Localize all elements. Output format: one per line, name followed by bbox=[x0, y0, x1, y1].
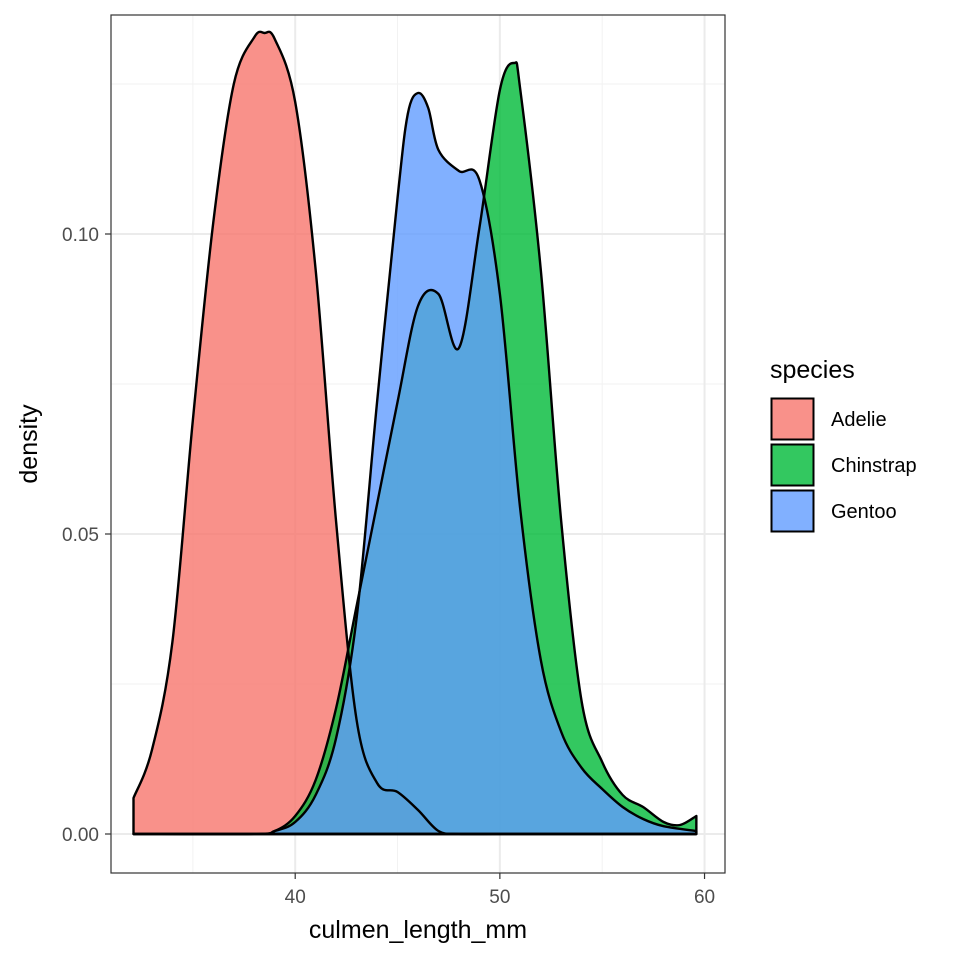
panel-border bbox=[110, 14, 726, 874]
x-tick-label: 40 bbox=[285, 887, 306, 908]
density-area-adelie bbox=[133, 31, 697, 835]
y-axis-title: density bbox=[15, 404, 43, 484]
x-tick-label: 60 bbox=[694, 887, 715, 908]
density-fills bbox=[133, 31, 697, 835]
x-axis: 40 50 60 bbox=[285, 873, 715, 908]
y-tick-label: 0.05 bbox=[62, 525, 99, 546]
legend-label-chinstrap: Chinstrap bbox=[831, 455, 917, 477]
y-tick-label: 0.00 bbox=[62, 825, 99, 846]
y-axis: 0.00 0.05 0.10 bbox=[62, 225, 111, 846]
legend: species Adelie Chinstrap Gentoo bbox=[770, 356, 917, 533]
x-tick-label: 50 bbox=[489, 887, 510, 908]
x-axis-title: culmen_length_mm bbox=[309, 916, 527, 944]
legend-key-adelie bbox=[770, 397, 815, 441]
legend-title: species bbox=[770, 356, 855, 384]
density-outlines bbox=[132, 30, 698, 836]
y-tick-label: 0.10 bbox=[62, 225, 99, 246]
density-outline-chinstrap bbox=[132, 61, 698, 836]
legend-key-chinstrap bbox=[770, 443, 815, 487]
legend-key-gentoo bbox=[770, 489, 815, 533]
density-outline-gentoo bbox=[132, 91, 698, 836]
legend-label-gentoo: Gentoo bbox=[831, 501, 897, 523]
density-area-gentoo bbox=[133, 92, 697, 835]
legend-label-adelie: Adelie bbox=[831, 409, 887, 431]
